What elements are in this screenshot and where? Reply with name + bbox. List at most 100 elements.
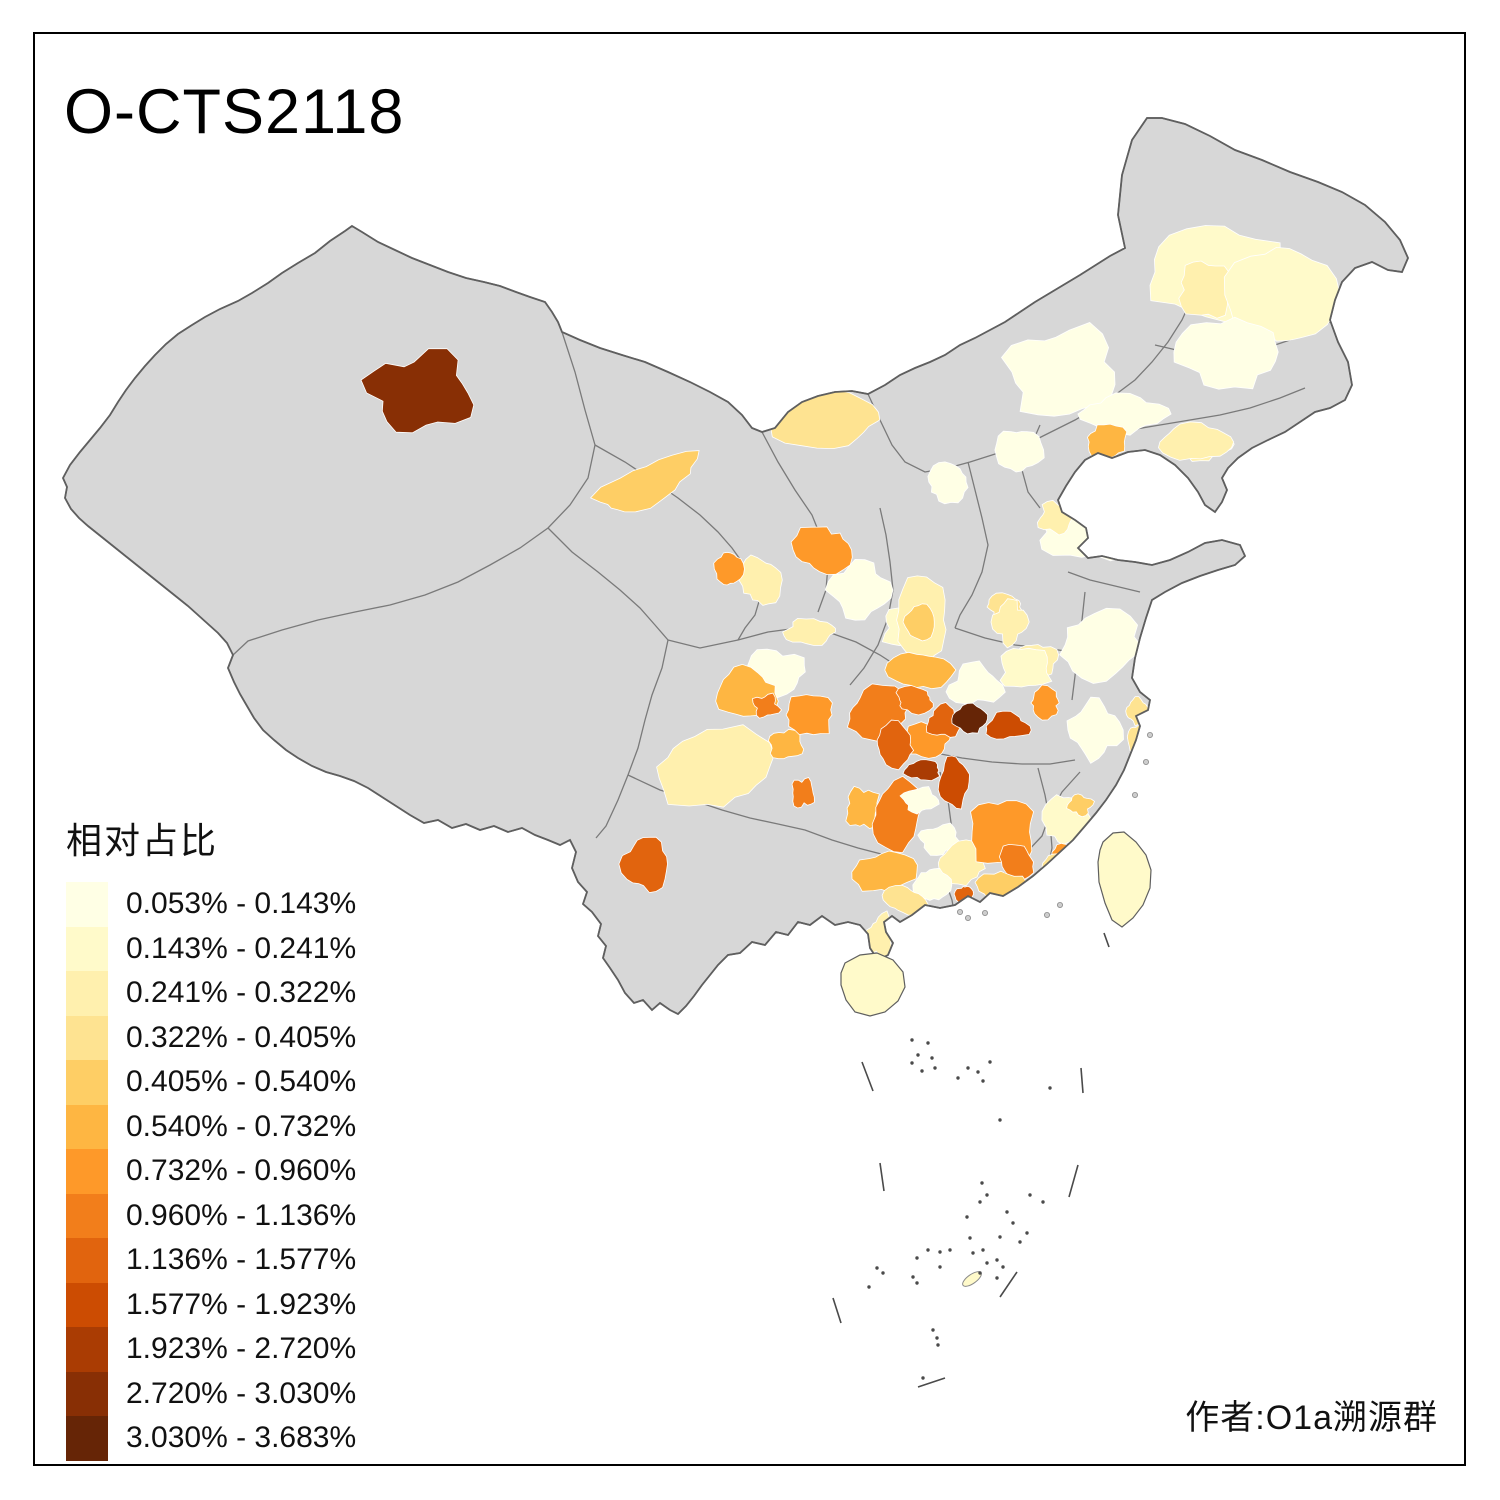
legend-row: 3.030% - 3.683% (66, 1416, 356, 1461)
island-speck (1041, 1200, 1045, 1204)
map-region (998, 843, 1035, 883)
legend-label: 0.732% - 0.960% (126, 1154, 357, 1188)
island-speck (981, 1079, 985, 1083)
island-speck (931, 1328, 935, 1332)
legend-label: 0.540% - 0.732% (126, 1109, 357, 1143)
legend-row: 1.136% - 1.577% (66, 1238, 356, 1283)
island-speck (1048, 1086, 1052, 1090)
coastal-islet (965, 915, 972, 922)
island-speck (935, 1336, 939, 1340)
legend-swatch (66, 1238, 108, 1283)
island-speck (910, 1061, 914, 1065)
map-region (1086, 423, 1128, 461)
legend-swatch (66, 882, 108, 927)
map-region (951, 702, 989, 735)
legend-swatch (66, 1371, 108, 1416)
legend-row: 0.540% - 0.732% (66, 1104, 357, 1149)
island-speck (915, 1256, 919, 1260)
map-region (1066, 696, 1124, 764)
legend-label: 0.960% - 1.136% (126, 1198, 357, 1232)
legend-swatch (66, 926, 108, 971)
legend-label: 0.053% - 0.143% (126, 887, 357, 921)
map-region (902, 759, 941, 782)
legend-label: 0.241% - 0.322% (126, 976, 357, 1010)
map-region (899, 786, 940, 815)
island-speck (978, 1271, 982, 1275)
map-region (791, 777, 815, 809)
island-speck (938, 1265, 942, 1269)
island-speck (948, 1248, 952, 1252)
country-border (61, 117, 1409, 1016)
dash-mark (1080, 1067, 1084, 1094)
map-region (990, 598, 1030, 649)
map-region (1223, 246, 1341, 342)
island-speck (968, 1236, 972, 1240)
map-region (895, 685, 934, 716)
map-region (1173, 316, 1279, 390)
map-region (912, 867, 953, 901)
map-region (994, 430, 1045, 473)
dash-mark (1103, 932, 1110, 948)
island-speck (966, 1066, 970, 1070)
island-speck (926, 1041, 930, 1045)
map-region (1030, 684, 1060, 721)
legend-swatch (66, 1104, 108, 1149)
choropleth-regions (360, 225, 1341, 963)
island-speck (875, 1266, 879, 1270)
coastal-islet (1143, 759, 1150, 766)
attribution-text: 作者:O1a溯源群 (1185, 1399, 1438, 1437)
map-region (782, 617, 836, 646)
page-title: O-CTS2118 (64, 77, 405, 147)
coastal-islet (1044, 912, 1051, 919)
legend-title: 相对占比 (66, 820, 219, 861)
island-speck (926, 1248, 930, 1252)
legend-swatch (66, 1149, 108, 1194)
map-region (945, 660, 1006, 705)
coastal-islet (1147, 732, 1154, 739)
hainan-island (840, 952, 906, 1017)
legend-row: 0.143% - 0.241% (66, 926, 357, 971)
legend-swatch (66, 1282, 108, 1327)
legend-swatch (66, 1193, 108, 1238)
map-region (1066, 793, 1095, 818)
map-region (785, 694, 833, 736)
island-speck (1025, 1231, 1029, 1235)
legend-row: 0.322% - 0.405% (66, 1015, 357, 1060)
legend-rows: 0.053% - 0.143% 0.143% - 0.241% 0.241% - 0… (66, 882, 356, 1461)
island-speck (998, 1235, 1002, 1239)
map-region (824, 558, 894, 621)
island-speck (881, 1271, 885, 1275)
island-speck (910, 1038, 914, 1042)
map-region (1157, 421, 1235, 461)
island-speck (936, 1343, 940, 1347)
dash-mark (861, 1061, 874, 1092)
legend-swatch (66, 1416, 108, 1461)
island-speck (956, 1076, 960, 1080)
island-speck (995, 1276, 999, 1280)
map-region (656, 724, 775, 808)
legend-row: 0.241% - 0.322% (66, 971, 356, 1016)
island-speck (921, 1376, 925, 1380)
map-region (902, 603, 935, 642)
coastal-islets (957, 732, 1154, 922)
legend-label: 0.405% - 0.540% (126, 1065, 357, 1099)
sea-dash-line (832, 932, 1110, 1388)
coastal-islet (1132, 792, 1139, 799)
legend-label: 0.322% - 0.405% (126, 1020, 357, 1054)
map-region (925, 702, 961, 738)
island-speck (988, 1060, 992, 1064)
legend-swatch (66, 971, 108, 1016)
island-speck (980, 1181, 984, 1185)
island-speck (933, 1066, 937, 1070)
map-region (927, 461, 969, 505)
island-speck (971, 1251, 975, 1255)
map-region (876, 719, 915, 771)
island-speck (938, 1250, 942, 1254)
legend-row: 0.405% - 0.540% (66, 1060, 356, 1105)
legend-row: 2.720% - 3.030% (66, 1371, 356, 1416)
island-speck (916, 1053, 920, 1057)
island-speck (915, 1281, 919, 1285)
legend-label: 0.143% - 0.241% (126, 931, 357, 965)
